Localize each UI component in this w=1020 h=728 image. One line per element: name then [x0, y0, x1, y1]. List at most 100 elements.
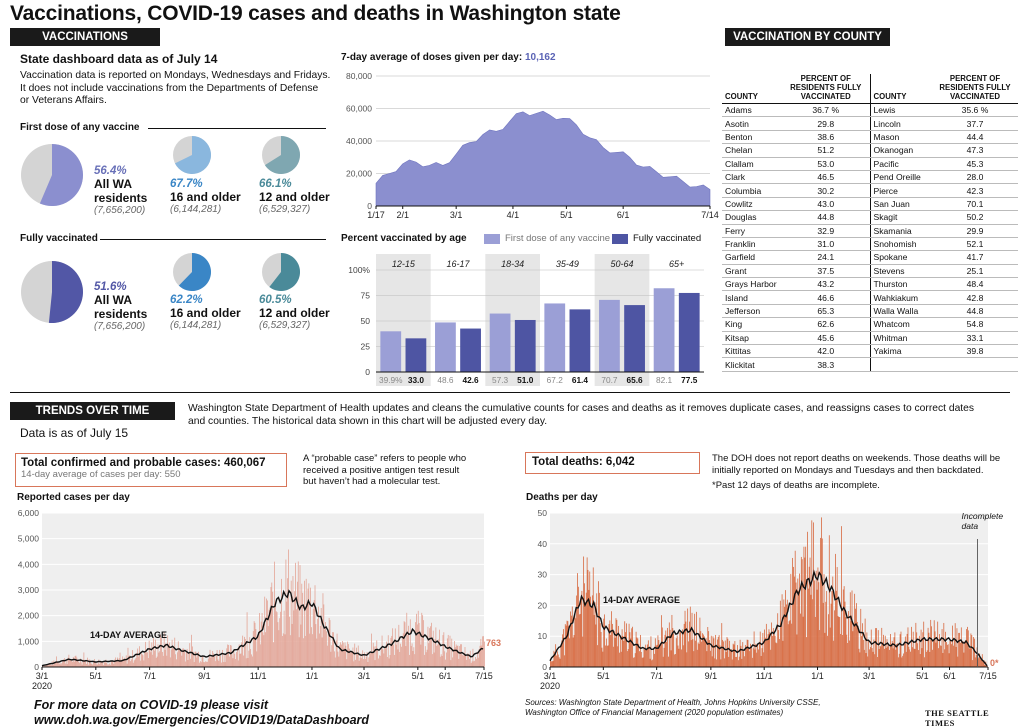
daily-bar: [453, 649, 454, 667]
daily-bar: [61, 663, 63, 667]
daily-bar: [248, 650, 250, 667]
daily-bar: [828, 535, 830, 667]
daily-bar: [587, 569, 589, 667]
daily-bar: [314, 585, 316, 667]
daily-bar: [398, 624, 400, 667]
daily-bar: [154, 650, 155, 667]
daily-bar: [589, 571, 591, 667]
daily-bar: [464, 647, 466, 667]
daily-bar: [94, 659, 95, 667]
daily-bar: [413, 647, 415, 667]
county-name: San Juan: [870, 197, 932, 212]
daily-bar: [921, 648, 923, 667]
daily-bar: [274, 561, 275, 667]
daily-bar: [797, 578, 799, 667]
daily-bar: [750, 643, 751, 667]
bar-value-label: 61.4: [572, 375, 589, 385]
daily-bar: [981, 660, 982, 667]
daily-bar: [609, 620, 611, 667]
daily-bar: [443, 632, 445, 667]
daily-bar: [223, 654, 225, 667]
daily-bar: [563, 629, 564, 667]
daily-bar: [183, 648, 184, 667]
daily-bar: [254, 622, 256, 667]
county-name: Jefferson: [722, 304, 782, 319]
x-tick-label: 3/1: [544, 671, 557, 681]
daily-bar: [958, 632, 960, 667]
daily-bar: [296, 581, 298, 667]
legend-swatch-fully: [612, 234, 628, 244]
x-tick-label: 1/17: [367, 210, 385, 220]
daily-bar: [319, 633, 320, 667]
daily-bar: [696, 649, 698, 667]
county-name: Adams: [722, 103, 782, 118]
daily-bar: [553, 650, 555, 667]
daily-bar: [838, 617, 840, 667]
daily-bar: [463, 653, 465, 667]
daily-bar: [64, 663, 66, 667]
daily-bar: [446, 638, 448, 667]
county-name: King: [722, 317, 782, 332]
county-row: Douglas 44.8 Skagit 50.2: [722, 210, 1018, 225]
daily-bar: [52, 665, 54, 667]
daily-bar: [148, 640, 150, 667]
vax-note-3: or Veterans Affairs.: [20, 95, 107, 106]
daily-bar: [665, 630, 667, 667]
x-tick-label: 5/1: [916, 671, 929, 681]
daily-bar: [782, 640, 784, 667]
daily-bar: [194, 651, 196, 667]
daily-bar: [869, 649, 870, 667]
daily-bar: [856, 621, 858, 667]
daily-bar: [833, 640, 835, 667]
daily-bar: [764, 629, 765, 667]
daily-bar: [786, 599, 788, 667]
pie-pct: 62.2%: [170, 294, 203, 306]
daily-bar: [241, 642, 243, 667]
county-name: Kittitas: [722, 344, 782, 359]
bar-fully: [624, 305, 645, 372]
daily-bar: [65, 660, 67, 667]
daily-bar: [396, 641, 398, 667]
pie-pct: 56.4%: [94, 165, 127, 177]
daily-bar: [602, 651, 604, 667]
daily-bar: [919, 653, 921, 667]
daily-bar: [139, 646, 140, 667]
daily-bar: [688, 641, 689, 667]
daily-bar: [170, 649, 172, 667]
daily-bar: [925, 651, 927, 667]
daily-bar: [689, 606, 691, 667]
daily-bar: [760, 655, 762, 667]
daily-bar: [946, 644, 948, 667]
daily-bar: [261, 613, 263, 667]
daily-bar: [206, 661, 207, 667]
daily-bar: [252, 631, 254, 667]
daily-bar: [961, 641, 963, 667]
footer-link[interactable]: www.doh.wa.gov/Emergencies/COVID19/DataD…: [34, 713, 370, 727]
daily-bar: [707, 627, 709, 667]
pie-group: All WA: [94, 177, 132, 191]
daily-bar: [560, 646, 562, 667]
daily-bar: [818, 582, 820, 667]
avg-line: [41, 589, 484, 667]
daily-bar: [757, 644, 758, 667]
daily-bar: [265, 632, 267, 667]
daily-bar: [554, 652, 556, 667]
daily-bar: [136, 652, 138, 667]
daily-bar: [727, 638, 729, 667]
daily-bar: [846, 634, 848, 667]
age-chart: 0 25 50 75 100% 12-15 39.9% 33.0 16-17 48.6 42.6 18…: [348, 254, 704, 386]
deaths-note-3: *Past 12 days of deaths are incomplete.: [712, 480, 880, 491]
vax-note-2: It does not include vaccinations from th…: [20, 82, 319, 94]
daily-bar: [785, 590, 786, 667]
daily-bar: [423, 620, 424, 667]
daily-bar: [90, 663, 92, 667]
daily-bar: [72, 657, 74, 667]
daily-bar: [239, 653, 241, 667]
bar-value-label: 70.7: [601, 375, 618, 385]
daily-bar: [870, 629, 872, 667]
daily-bar: [935, 642, 937, 667]
daily-bar: [765, 623, 767, 667]
daily-bar: [204, 662, 206, 667]
daily-bar: [620, 651, 622, 667]
daily-bar: [942, 653, 944, 667]
